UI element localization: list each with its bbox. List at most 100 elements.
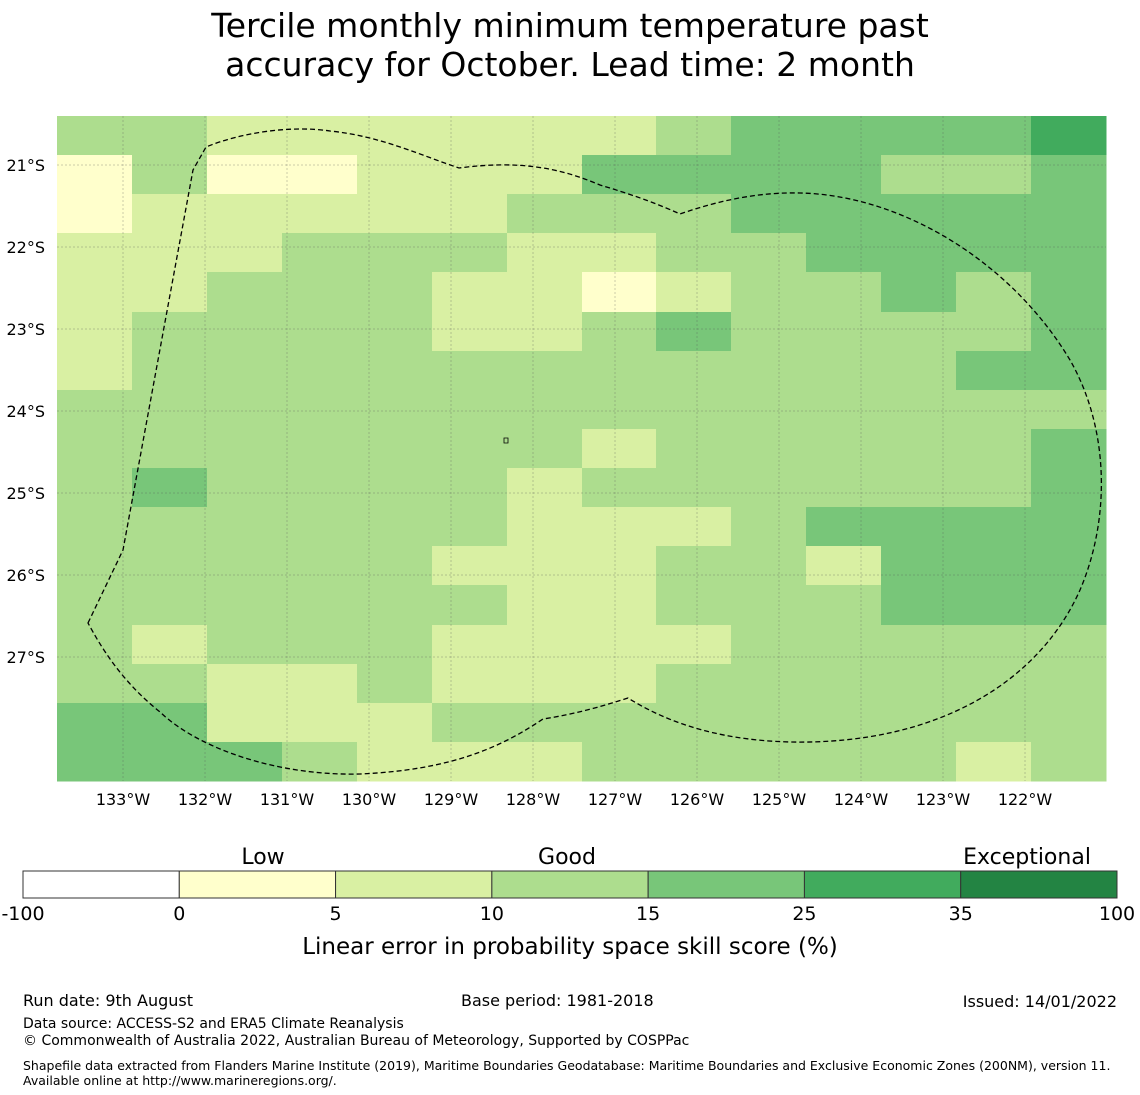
- grid-cell: [1031, 272, 1107, 313]
- grid-cell: [507, 742, 583, 782]
- grid-cell: [57, 390, 133, 430]
- grid-cell: [956, 155, 1032, 195]
- grid-cell: [357, 703, 433, 743]
- grid-cell: [731, 194, 807, 234]
- grid-cell: [582, 194, 657, 234]
- grid-cell: [432, 116, 508, 156]
- grid-cell: [207, 233, 283, 273]
- grid-cell: [582, 703, 657, 743]
- longitude-label: 132°W: [178, 790, 233, 809]
- grid-cell: [656, 507, 732, 547]
- grid-cell: [432, 664, 508, 704]
- legend-tick-label: 35: [949, 903, 973, 925]
- legend-swatch: [22, 870, 180, 899]
- grid-cell: [806, 312, 882, 352]
- grid-cell: [582, 312, 657, 352]
- grid-cell: [132, 664, 208, 704]
- skill-grid: [57, 116, 1107, 782]
- grid-cell: [731, 546, 807, 586]
- grid-cell: [956, 507, 1032, 547]
- grid-cell: [357, 742, 433, 782]
- grid-cell: [57, 312, 133, 352]
- grid-cell: [282, 742, 358, 782]
- grid-cell: [282, 703, 358, 743]
- grid-cell: [956, 272, 1032, 313]
- skill-map: 21°S22°S23°S24°S25°S26°S27°S 133°W 132°W 1…: [6, 116, 1107, 809]
- grid-cell: [1031, 664, 1107, 704]
- grid-cell: [956, 546, 1032, 586]
- grid-cell: [57, 116, 133, 156]
- grid-cell: [132, 233, 208, 273]
- grid-cell: [731, 429, 807, 469]
- grid-cell: [357, 546, 433, 586]
- legend-swatch: [178, 870, 337, 899]
- legend-group-labels: Low Good Exceptional: [241, 845, 1091, 870]
- grid-cell: [806, 351, 882, 391]
- base-period: Base period: 1981-2018: [461, 991, 654, 1010]
- latitude-label: 22°S: [6, 238, 45, 257]
- grid-cell: [582, 233, 657, 273]
- grid-cell: [207, 585, 283, 626]
- grid-cell: [1031, 468, 1107, 508]
- legend-tick-labels: -100 0 5 10 15 25 35 100: [1, 903, 1135, 925]
- legend-group-label: Exceptional: [963, 845, 1091, 870]
- grid-cell: [57, 272, 133, 313]
- grid-cell: [282, 429, 358, 469]
- grid-cell: [57, 546, 133, 586]
- grid-cell: [806, 546, 882, 586]
- grid-cell: [656, 429, 732, 469]
- legend-tick-label: -100: [1, 903, 44, 925]
- grid-cell: [806, 272, 882, 313]
- grid-cell: [507, 585, 583, 626]
- grid-cell: [806, 703, 882, 743]
- grid-cell: [57, 194, 133, 234]
- grid-cell: [956, 585, 1032, 626]
- grid-cell: [731, 625, 807, 665]
- grid-cell: [282, 312, 358, 352]
- grid-cell: [132, 468, 208, 508]
- grid-cell: [57, 507, 133, 547]
- grid-cell: [731, 351, 807, 391]
- grid-cell: [57, 625, 133, 665]
- grid-cell: [806, 625, 882, 665]
- grid-cell: [1031, 194, 1107, 234]
- grid-cell: [432, 390, 508, 430]
- grid-cell: [881, 194, 957, 234]
- grid-cell: [207, 194, 283, 234]
- grid-cell: [656, 585, 732, 626]
- grid-cell: [731, 390, 807, 430]
- grid-cell: [432, 351, 508, 391]
- longitude-label: 125°W: [752, 790, 807, 809]
- grid-cell: [507, 351, 583, 391]
- grid-cell: [731, 233, 807, 273]
- grid-cell: [956, 742, 1032, 782]
- grid-cell: [507, 468, 583, 508]
- grid-cell: [881, 312, 957, 352]
- grid-cell: [57, 429, 133, 469]
- grid-cell: [357, 116, 433, 156]
- grid-cell: [132, 351, 208, 391]
- grid-cell: [881, 351, 957, 391]
- grid-cell: [282, 194, 358, 234]
- grid-cell: [432, 585, 508, 626]
- grid-cell: [132, 390, 208, 430]
- grid-cell: [357, 468, 433, 508]
- grid-cell: [1031, 155, 1107, 195]
- grid-cell: [806, 468, 882, 508]
- grid-cell: [582, 272, 657, 313]
- grid-cell: [207, 272, 283, 313]
- grid-cell: [1031, 116, 1107, 156]
- grid-cell: [507, 272, 583, 313]
- grid-cell: [881, 116, 957, 156]
- grid-cell: [207, 155, 283, 195]
- grid-cell: [57, 585, 133, 626]
- grid-cell: [132, 507, 208, 547]
- grid-cell: [282, 233, 358, 273]
- grid-cell: [656, 546, 732, 586]
- grid-cell: [1031, 625, 1107, 665]
- longitude-label: 122°W: [998, 790, 1053, 809]
- grid-cell: [806, 585, 882, 626]
- grid-cell: [57, 703, 133, 743]
- grid-cell: [357, 194, 433, 234]
- grid-cell: [656, 390, 732, 430]
